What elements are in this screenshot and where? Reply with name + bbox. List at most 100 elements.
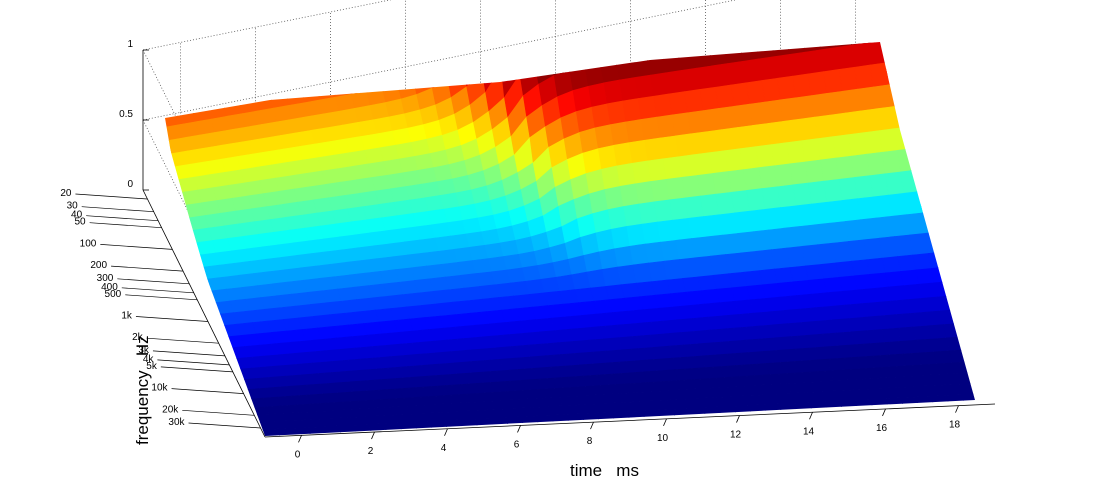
surface-patch <box>234 82 255 101</box>
surface-patch <box>200 75 221 93</box>
surface-patch <box>566 11 585 23</box>
x-axis: 0 2 4 6 8 10 12 14 16 18 <box>295 405 960 460</box>
surface-patch <box>621 42 642 43</box>
surface-patch <box>903 191 923 215</box>
y-tick-mark <box>160 366 233 373</box>
surface-patch <box>574 42 595 51</box>
surface-patch <box>597 5 616 17</box>
surface-patch <box>634 19 653 31</box>
surface-patch <box>830 18 849 31</box>
surface-patch <box>762 7 781 20</box>
surface-patch <box>478 44 499 73</box>
surface-patch <box>321 42 342 55</box>
surface-patch <box>387 42 407 53</box>
surface-patch <box>693 49 713 69</box>
surface-patch <box>434 16 453 27</box>
surface-patch <box>490 42 511 46</box>
surface-patch <box>394 61 414 85</box>
surface-patch <box>870 0 889 2</box>
surface-patch <box>724 44 744 64</box>
surface-patch <box>677 51 698 71</box>
y-tick-label: 300 <box>97 273 114 284</box>
surface-patch <box>793 2 812 15</box>
surface-patch <box>569 20 588 32</box>
surface-patch <box>958 382 975 396</box>
surface-patch <box>824 0 843 10</box>
surface-patch <box>908 6 927 19</box>
surface-patch <box>578 47 598 60</box>
surface-patch <box>609 42 629 55</box>
surface-patch <box>924 231 944 254</box>
surface-patch <box>921 210 941 234</box>
surface-patch <box>352 42 373 48</box>
surface-patch <box>734 23 753 35</box>
surface-patch <box>237 28 256 42</box>
surface-patch <box>897 148 917 173</box>
surface-patch <box>918 189 938 214</box>
surface-patch <box>900 57 920 84</box>
surface-patch <box>297 71 317 90</box>
y-tick-mark <box>135 316 208 322</box>
y-tick-mark <box>157 359 230 366</box>
surface-patch <box>749 20 768 33</box>
surface-patch <box>911 16 930 36</box>
surface-patch <box>299 15 318 29</box>
surface-patch <box>662 53 682 74</box>
surface-patch <box>832 42 852 48</box>
surface-patch <box>463 47 483 88</box>
surface-patch <box>412 2 431 14</box>
surface-patch <box>208 44 229 62</box>
surface-patch <box>912 146 932 171</box>
surface-patch <box>796 13 815 26</box>
surface-patch <box>189 42 210 52</box>
surface-patch <box>746 10 765 23</box>
surface-patch <box>475 0 494 1</box>
surface-patch <box>165 97 177 115</box>
surface-patch <box>290 42 310 61</box>
surface-patch <box>712 5 731 18</box>
surface-patch <box>497 4 516 16</box>
y-tick-mark <box>171 388 244 394</box>
surface-patch <box>184 77 205 96</box>
y-tick-mark <box>89 222 162 229</box>
surface-patch <box>447 4 466 16</box>
surface-patch <box>581 8 600 20</box>
surface-patch <box>952 293 972 311</box>
y-tick-label: 100 <box>80 238 97 249</box>
surface-patch <box>874 0 893 13</box>
surface-patch <box>535 16 554 28</box>
surface-patch <box>165 83 174 101</box>
surface-patch <box>815 20 834 33</box>
y-tick-label: 50 <box>74 217 86 228</box>
surface-patch <box>543 43 564 56</box>
y-tick-mark <box>117 278 190 285</box>
surface-patch <box>882 42 902 64</box>
surface-patch <box>281 74 302 92</box>
surface-patch <box>900 169 920 194</box>
surface-patch <box>475 42 495 49</box>
surface-patch <box>774 0 793 7</box>
y-tick-label: 4k <box>143 354 155 365</box>
surface-patch <box>531 54 552 67</box>
surface-patch <box>522 28 541 40</box>
surface-patch <box>371 42 392 59</box>
surface-patch <box>624 42 645 53</box>
surface-patch <box>220 42 241 45</box>
surface-patch <box>715 15 734 27</box>
surface-patch <box>958 321 975 338</box>
surface-patch <box>271 42 291 50</box>
surface-patch <box>390 43 411 69</box>
surface-patch <box>559 42 580 53</box>
surface-patch <box>484 16 503 28</box>
surface-patch <box>885 60 905 86</box>
surface-patch <box>309 53 330 73</box>
surface-patch <box>334 17 353 36</box>
surface-patch <box>684 20 703 32</box>
surface-patch <box>596 54 617 67</box>
surface-patch <box>655 42 676 48</box>
surface-patch <box>165 53 182 71</box>
surface-patch <box>894 126 914 151</box>
surface-patch <box>212 58 233 76</box>
surface-patch <box>459 0 478 4</box>
surface-patch <box>590 42 611 48</box>
